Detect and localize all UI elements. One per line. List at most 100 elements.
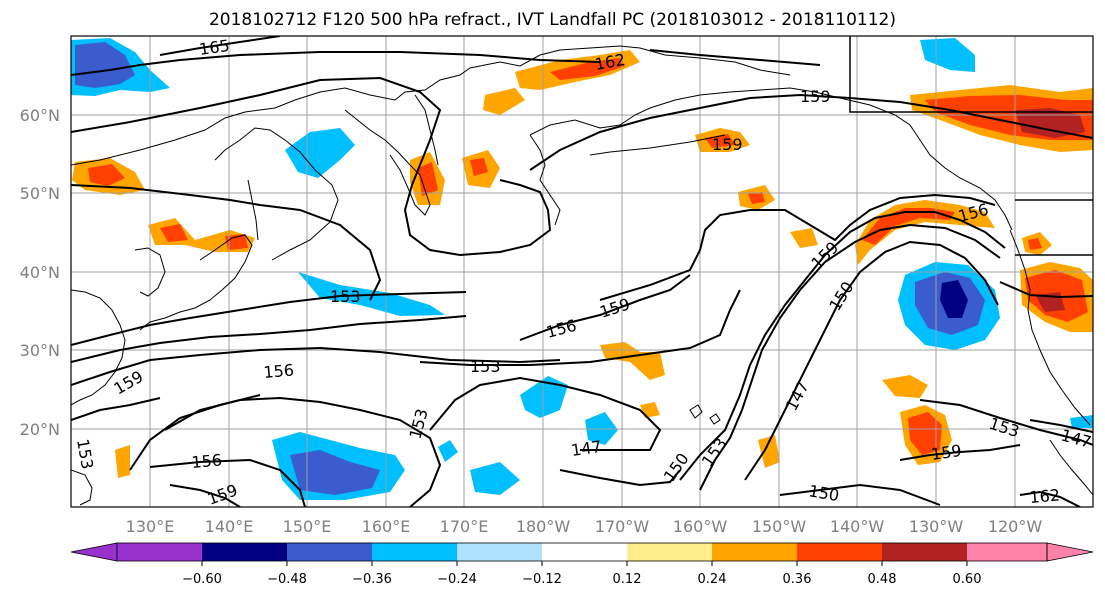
contour-162-southeast bbox=[1019, 490, 1081, 507]
contour-165 bbox=[159, 36, 281, 56]
longitude-label: 130°W bbox=[909, 517, 964, 536]
longitude-label: 130°E bbox=[126, 517, 175, 536]
colorbar-tick-label: −0.24 bbox=[437, 572, 477, 587]
shading-positive-subtrop-2-core bbox=[908, 412, 942, 455]
contour-162 bbox=[71, 51, 601, 76]
colorbar-tick-label: −0.48 bbox=[267, 572, 307, 587]
colorbar: −0.60 −0.48 −0.36 −0.24 −0.12 0.12 0.24 … bbox=[70, 542, 1094, 587]
shading-negative-central-4 bbox=[438, 440, 458, 462]
contour-label: 162 bbox=[1029, 485, 1061, 507]
colorbar-tick-label: −0.36 bbox=[352, 572, 392, 587]
longitude-label: 160°E bbox=[362, 517, 411, 536]
contour-159-sw bbox=[169, 484, 241, 507]
latitude-label: 50°N bbox=[20, 184, 60, 203]
shading-negative-east bbox=[1070, 415, 1093, 428]
colorbar-segment bbox=[372, 543, 457, 561]
coastline-kamchatka bbox=[344, 109, 431, 216]
shading-negative-sw-core bbox=[290, 450, 380, 495]
shading-negative-goa-core bbox=[940, 280, 968, 318]
shading-positive-central-2 bbox=[790, 228, 818, 248]
contour-east-closed bbox=[999, 281, 1093, 299]
longitude-label: 140°W bbox=[830, 517, 885, 536]
contour-156-sw bbox=[149, 458, 306, 507]
colorbar-tick-label: −0.12 bbox=[522, 572, 562, 587]
contour-153-west bbox=[71, 291, 467, 346]
colorbar-segment bbox=[542, 543, 627, 561]
latitude-label: 20°N bbox=[20, 420, 60, 439]
map-frame bbox=[70, 35, 1094, 508]
longitude-label: 120°W bbox=[988, 517, 1043, 536]
contour-150-center bbox=[559, 469, 681, 487]
map-gridlines bbox=[71, 36, 1093, 507]
coastline-alaska-west bbox=[529, 134, 561, 226]
longitude-label: 150°E bbox=[283, 517, 332, 536]
political-borders bbox=[849, 36, 1093, 256]
shading-positive-subtrop-4 bbox=[115, 445, 130, 478]
contour-150-trough bbox=[679, 211, 1006, 481]
contour-label: 156 bbox=[263, 360, 295, 382]
contour-label: 159 bbox=[930, 441, 963, 464]
colorbar-segment bbox=[712, 543, 797, 561]
shading-positive-japan-core bbox=[160, 224, 188, 242]
contour-label: 156 bbox=[191, 450, 223, 472]
colorbar-segment bbox=[627, 543, 712, 561]
latitude-label: 30°N bbox=[20, 341, 60, 360]
shading-positive-central-core bbox=[748, 192, 765, 204]
coastline-okhotsk bbox=[214, 127, 339, 261]
colorbar-segment bbox=[457, 543, 542, 561]
coastline-korea bbox=[134, 247, 166, 297]
contour-label: 147 bbox=[570, 437, 603, 460]
contour-153-central bbox=[419, 289, 741, 366]
coastline-hawaii bbox=[689, 404, 721, 425]
longitude-label: 170°W bbox=[595, 517, 650, 536]
colorbar-segment bbox=[797, 543, 882, 561]
contour-159-north bbox=[71, 76, 552, 257]
contour-162-east bbox=[649, 49, 821, 66]
colorbar-segment bbox=[202, 543, 287, 561]
contour-156-east bbox=[1029, 419, 1093, 433]
colorbar-tick-label: −0.60 bbox=[182, 572, 222, 587]
colorbar-tick-label: 0.60 bbox=[953, 572, 982, 587]
colorbar-tick-label: 0.36 bbox=[783, 572, 812, 587]
colorbar-ticks bbox=[201, 561, 968, 566]
contour-156-central bbox=[519, 274, 691, 341]
coastline-philippines bbox=[71, 469, 93, 506]
contour-label: 165 bbox=[198, 36, 231, 59]
contour-153-trough bbox=[699, 223, 1001, 491]
longitude-label: 150°W bbox=[752, 517, 807, 536]
contour-150-south bbox=[779, 483, 941, 506]
contour-147-trough bbox=[744, 240, 999, 481]
coastline-mexico bbox=[1049, 439, 1093, 496]
shading-positive-japan-core-2 bbox=[225, 234, 248, 250]
contour-label: 159 bbox=[712, 135, 743, 154]
contour-156-north bbox=[71, 184, 382, 301]
contour-label: 153 bbox=[470, 357, 501, 376]
latitude-labels: 60°N 50°N 40°N 30°N 20°N bbox=[20, 106, 60, 439]
colorbar-frame bbox=[116, 542, 1048, 562]
refractivity-shading bbox=[71, 38, 1093, 500]
colorbar-segment bbox=[117, 543, 202, 561]
longitude-label: 160°W bbox=[673, 517, 728, 536]
shading-positive-central-3 bbox=[600, 342, 665, 380]
latitude-label: 40°N bbox=[20, 263, 60, 282]
colorbar-tick-label: 0.48 bbox=[868, 572, 897, 587]
shading-positive-kamchatka-south-core bbox=[418, 162, 438, 196]
contour-159-southeast bbox=[899, 444, 1021, 461]
shading-negative-nw-core bbox=[75, 42, 135, 88]
coastline-kamchatka-east bbox=[414, 94, 439, 166]
shading-positive-bering-core bbox=[550, 58, 625, 80]
contour-label: 159 bbox=[800, 87, 831, 106]
shading-negative-alaska bbox=[920, 38, 975, 72]
shading-negative-central bbox=[520, 376, 568, 418]
contour-150-sw bbox=[129, 394, 261, 471]
contour-153-sw bbox=[71, 397, 161, 421]
longitude-labels: 130°E 140°E 150°E 160°E 170°E 180°W 170°… bbox=[126, 517, 1043, 536]
shading-positive-subtrop-3 bbox=[758, 435, 780, 468]
shading-positive-pnw-arc-core bbox=[862, 208, 955, 245]
coastline-sakhalin bbox=[247, 179, 259, 241]
contour-159-west bbox=[71, 346, 561, 386]
longitude-label: 140°E bbox=[205, 517, 254, 536]
colorbar-segment bbox=[882, 543, 967, 561]
longitude-label: 180°W bbox=[516, 517, 571, 536]
